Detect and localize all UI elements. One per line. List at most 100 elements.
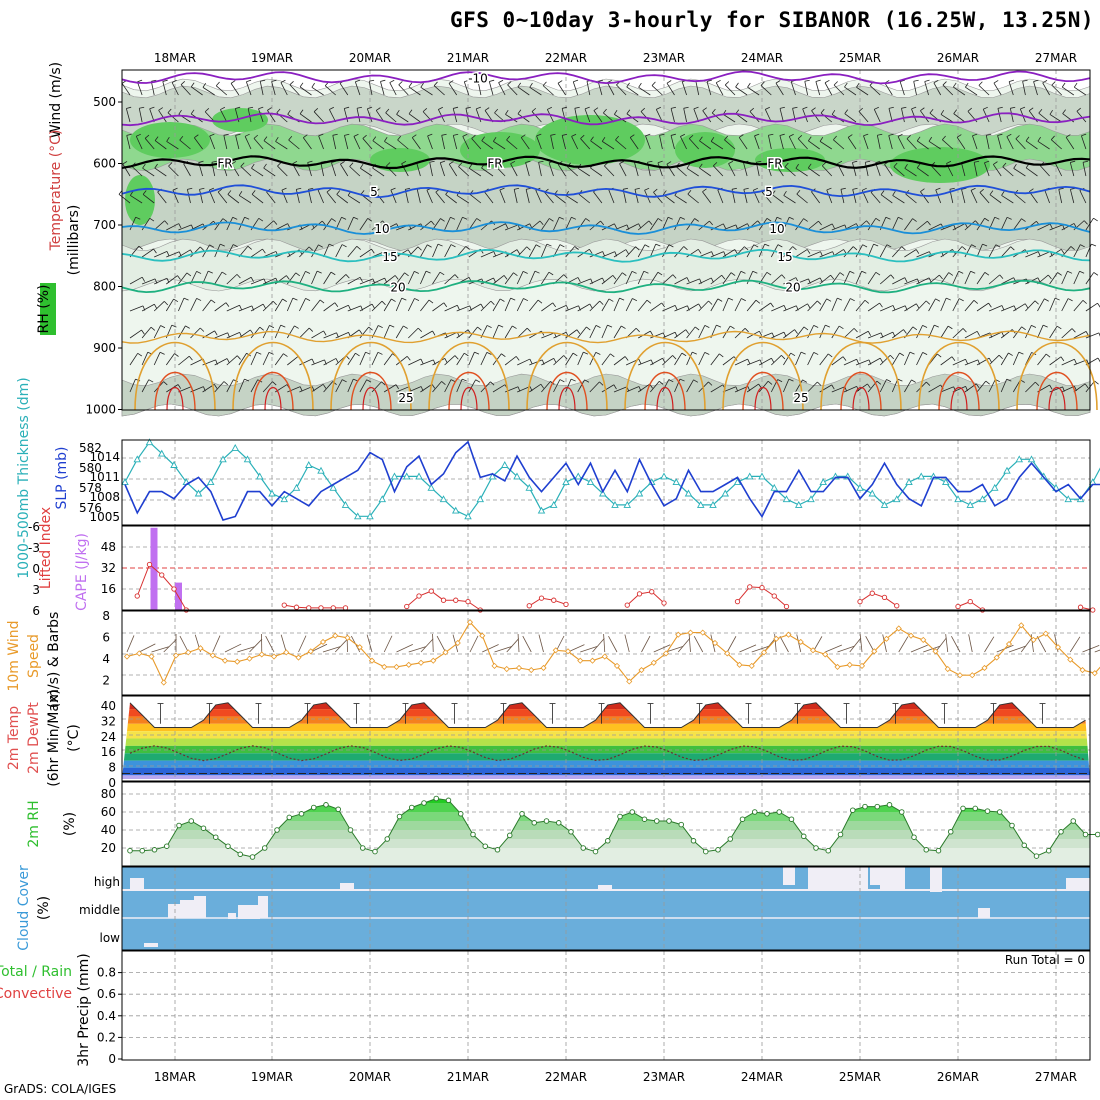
wind-barb [223, 381, 228, 386]
wind-barb [758, 302, 771, 312]
wind-barb [1050, 139, 1062, 150]
wind-barb [154, 163, 158, 169]
li-point [281, 602, 287, 608]
wind-barb [876, 135, 881, 150]
wind-barb [118, 194, 131, 204]
li-point [1077, 604, 1084, 610]
wind-barb [644, 244, 650, 248]
wind-barb [215, 81, 220, 87]
temp-tick-label: 0 [108, 776, 116, 790]
wind-barb [416, 189, 421, 204]
wind-barb-10m [688, 634, 691, 653]
wind-barb [250, 248, 263, 258]
wind-barb [408, 86, 421, 96]
wind-barb [593, 110, 603, 123]
li-point [747, 584, 753, 590]
wind-barb [372, 167, 385, 177]
wind-barb [126, 135, 131, 150]
li-point [783, 603, 790, 610]
wind-barb [1037, 251, 1051, 258]
wind-barb [1009, 108, 1014, 123]
thickness-point [378, 495, 387, 503]
wind-barb [1014, 193, 1026, 204]
wind-speed-point [773, 635, 780, 642]
wind-barb [971, 244, 977, 248]
wind-barb [655, 243, 661, 247]
wind-barb [783, 277, 797, 285]
rh-point [384, 836, 391, 842]
wind-barb [154, 251, 168, 258]
wind-barb [795, 326, 805, 339]
wind-barb [1025, 136, 1030, 142]
wind-barb [619, 160, 625, 164]
wind-barb [916, 163, 921, 169]
rh-point [911, 834, 917, 840]
wind-barb [329, 106, 335, 110]
wind-barb [504, 224, 519, 231]
isotherm-label: FR [217, 156, 232, 170]
wind-barb [469, 167, 482, 177]
wind-speed-point [748, 662, 755, 669]
wind-barb [271, 81, 276, 96]
wind-barb [607, 324, 613, 328]
wind-barb [984, 162, 990, 177]
wind-speed-point [454, 639, 461, 647]
wind-barb [516, 246, 528, 258]
wind-barb [380, 81, 385, 96]
wind-barb [248, 106, 254, 109]
wind-barb [407, 298, 415, 312]
wind-barb [345, 274, 350, 279]
wind-barb [408, 358, 422, 366]
wind-barb [803, 218, 808, 222]
wind-barb-10m [608, 635, 618, 653]
wind-barb [912, 218, 917, 222]
cloud-middle-bar [258, 896, 268, 918]
wind-barb [391, 298, 396, 302]
wind-barb [837, 160, 843, 164]
wind-barb [873, 109, 881, 123]
wind-barb [820, 251, 823, 257]
wind-barb [183, 163, 191, 177]
wind-barb [572, 352, 578, 357]
wind-barb [262, 381, 273, 393]
precip-frame [121, 950, 1091, 1061]
wind-barb [924, 79, 930, 82]
wind-barb [625, 246, 636, 258]
wind-barb [1008, 352, 1013, 356]
wind-barb [947, 325, 953, 330]
wind-barb [253, 138, 264, 150]
wind-barb [1084, 383, 1089, 389]
wind-barb [286, 297, 294, 312]
wind-barb [250, 303, 264, 312]
wind-barb [420, 220, 432, 231]
wind-barb [356, 245, 361, 250]
wind-barb [226, 274, 238, 285]
wind-barb [601, 353, 611, 366]
wind-barb [331, 218, 336, 222]
wind-barb [856, 86, 869, 96]
wind-barb [554, 194, 566, 204]
wind-barb [1006, 136, 1014, 150]
wind-barb [1034, 300, 1039, 305]
wind-barb [179, 139, 191, 150]
wind-barb [915, 249, 920, 254]
wind-barb [414, 298, 420, 301]
wind-barb [471, 134, 476, 139]
wind-barb [649, 243, 657, 258]
wind-barb [819, 298, 828, 312]
wind-speed-point [417, 659, 425, 666]
wind-barb [506, 139, 518, 150]
wind-barb [601, 275, 614, 285]
thickness-point [954, 495, 962, 503]
wind-barb [1065, 137, 1075, 150]
wind-barb [299, 113, 312, 123]
wind-barb [280, 324, 286, 328]
wind-barb [378, 325, 383, 329]
wind-barb [916, 220, 928, 231]
wind-barb [680, 136, 687, 150]
wind-barb [141, 218, 151, 231]
wind-barb [440, 160, 446, 164]
wind-barb [833, 135, 837, 141]
